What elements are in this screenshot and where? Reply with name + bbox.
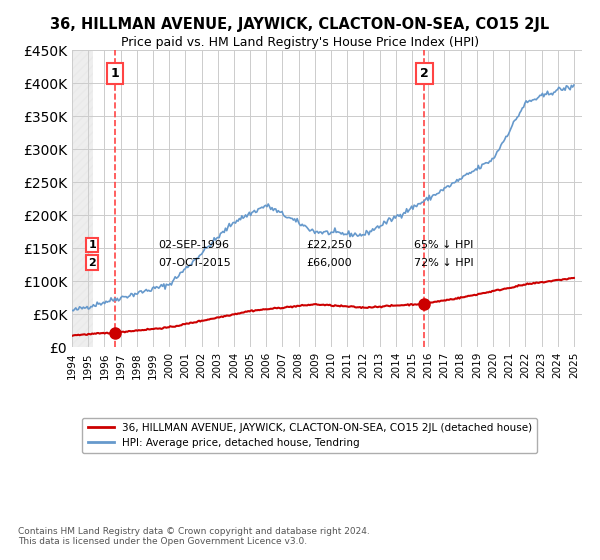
Text: 2: 2 <box>89 258 96 268</box>
Text: £66,000: £66,000 <box>307 258 352 268</box>
Text: 36, HILLMAN AVENUE, JAYWICK, CLACTON-ON-SEA, CO15 2JL: 36, HILLMAN AVENUE, JAYWICK, CLACTON-ON-… <box>50 17 550 32</box>
Text: £22,250: £22,250 <box>307 240 353 250</box>
Text: 2: 2 <box>420 67 429 80</box>
Text: 72% ↓ HPI: 72% ↓ HPI <box>414 258 473 268</box>
Bar <box>72 50 93 347</box>
Text: 1: 1 <box>111 67 119 80</box>
Text: Price paid vs. HM Land Registry's House Price Index (HPI): Price paid vs. HM Land Registry's House … <box>121 36 479 49</box>
Text: 02-SEP-1996: 02-SEP-1996 <box>158 240 230 250</box>
Text: 1: 1 <box>89 240 96 250</box>
Text: Contains HM Land Registry data © Crown copyright and database right 2024.
This d: Contains HM Land Registry data © Crown c… <box>18 526 370 546</box>
Text: 65% ↓ HPI: 65% ↓ HPI <box>414 240 473 250</box>
Legend: 36, HILLMAN AVENUE, JAYWICK, CLACTON-ON-SEA, CO15 2JL (detached house), HPI: Ave: 36, HILLMAN AVENUE, JAYWICK, CLACTON-ON-… <box>82 418 537 454</box>
Text: 07-OCT-2015: 07-OCT-2015 <box>158 258 232 268</box>
